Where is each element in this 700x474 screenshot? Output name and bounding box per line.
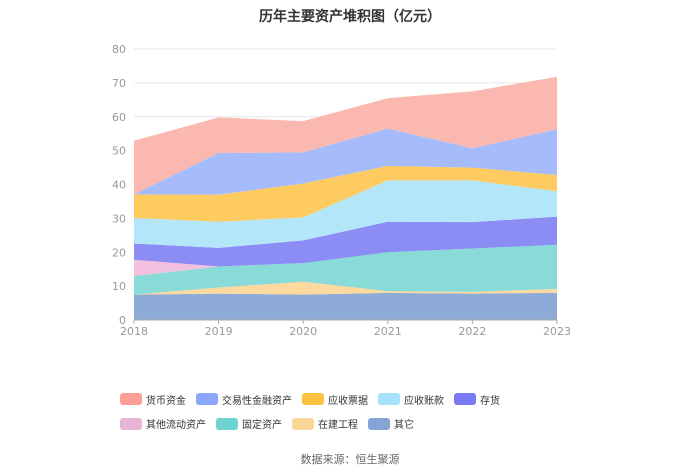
legend-item[interactable]: 固定资产 bbox=[216, 416, 282, 431]
x-tick-label: 2020 bbox=[289, 325, 317, 338]
legend-swatch bbox=[292, 417, 314, 430]
legend-swatch bbox=[378, 393, 400, 405]
data-source-text: 数据来源：恒生聚源 bbox=[300, 453, 400, 466]
y-tick-label: 70 bbox=[112, 77, 126, 90]
axes: 0 10 20 30 40 50 60 70 80 2018 2019 2020 2021 2022 202… bbox=[112, 43, 571, 338]
legend-label: 其它 bbox=[394, 420, 414, 431]
area-series-8[interactable] bbox=[134, 76, 557, 195]
x-tick-label: 2021 bbox=[374, 325, 402, 338]
area-series-layer bbox=[134, 76, 557, 320]
legend-label: 应收票据 bbox=[328, 395, 368, 407]
legend-label: 固定资产 bbox=[242, 420, 282, 431]
legend-item[interactable]: 交易性金融资产 bbox=[196, 392, 292, 407]
y-tick-label: 60 bbox=[112, 111, 126, 124]
y-tick-label: 40 bbox=[112, 179, 126, 192]
legend-label: 应收账款 bbox=[404, 395, 444, 407]
area-series-4[interactable] bbox=[134, 216, 557, 267]
legend-item[interactable]: 其他流动资产 bbox=[120, 416, 206, 431]
legend-swatch bbox=[454, 393, 476, 405]
y-tick-label: 30 bbox=[112, 212, 126, 225]
area-series-2[interactable] bbox=[134, 244, 557, 295]
area-series-0[interactable] bbox=[134, 292, 557, 320]
legend-label: 货币资金 bbox=[146, 395, 186, 407]
legend-label: 在建工程 bbox=[318, 420, 358, 431]
legend-label: 存货 bbox=[480, 395, 500, 407]
legend-swatch bbox=[196, 393, 218, 405]
legend-swatch bbox=[120, 393, 142, 405]
y-tick-label: 20 bbox=[112, 246, 126, 259]
y-tick-label: 50 bbox=[112, 145, 126, 158]
area-series-7[interactable] bbox=[134, 128, 557, 195]
legend-item[interactable]: 存货 bbox=[454, 392, 500, 407]
x-tick-label: 2018 bbox=[120, 325, 148, 338]
legend-item[interactable]: 在建工程 bbox=[292, 416, 358, 431]
x-tick-label: 2019 bbox=[205, 325, 233, 338]
y-tick-label: 10 bbox=[112, 280, 126, 293]
area-series-6[interactable] bbox=[134, 165, 557, 222]
legend-label: 其他流动资产 bbox=[146, 420, 206, 431]
area-series-5[interactable] bbox=[134, 180, 557, 248]
chart-title: 历年主要资产堆积图（亿元） bbox=[259, 9, 441, 25]
x-tick-label: 2022 bbox=[458, 325, 486, 338]
legend-item[interactable]: 货币资金 bbox=[120, 392, 186, 407]
legend-item[interactable]: 其它 bbox=[368, 416, 414, 431]
legend-swatch bbox=[216, 417, 238, 430]
legend-swatch bbox=[368, 417, 390, 430]
legend-swatch bbox=[302, 393, 324, 405]
y-tick-label: 0 bbox=[119, 314, 126, 327]
legend-label: 交易性金融资产 bbox=[222, 395, 292, 407]
legend-item[interactable]: 应收账款 bbox=[378, 392, 444, 407]
legend-item[interactable]: 应收票据 bbox=[302, 392, 368, 407]
x-tick-label: 2023 bbox=[543, 325, 571, 338]
area-series-1[interactable] bbox=[134, 281, 557, 295]
chart-legend: 货币资金 交易性金融资产 应收票据 应收账款 存货其他流动资产 固定资产 在建工程 其它 bbox=[120, 390, 600, 439]
legend-swatch bbox=[120, 417, 142, 430]
y-tick-label: 80 bbox=[112, 43, 126, 56]
